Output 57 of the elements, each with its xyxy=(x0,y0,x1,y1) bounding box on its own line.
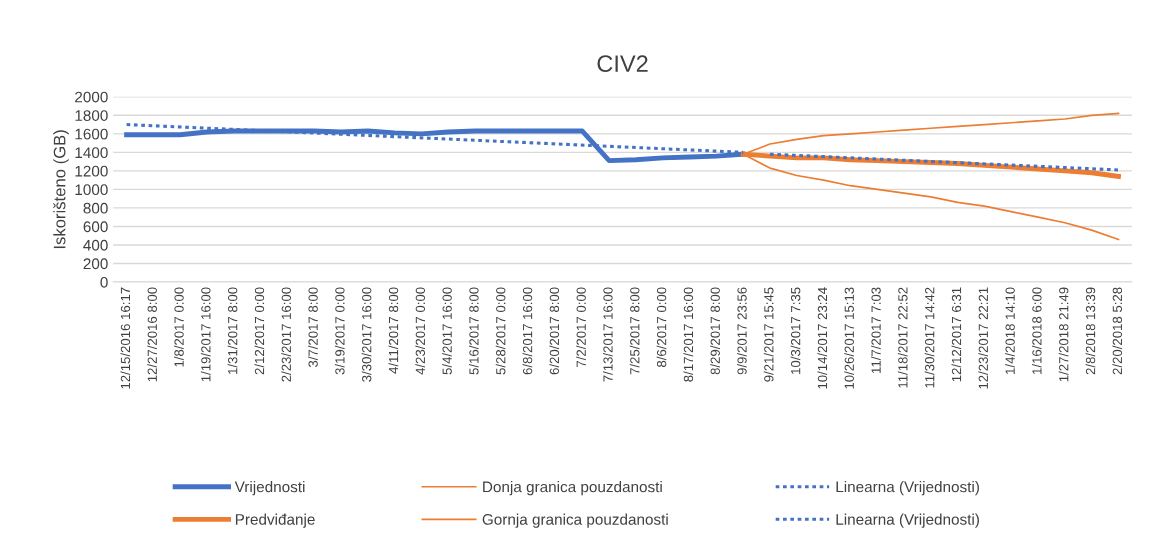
x-tick-label: 3/19/2017 0:00 xyxy=(334,287,345,375)
x-tick-label: 2/12/2017 0:00 xyxy=(254,287,265,375)
x-tick-label: 5/28/2017 0:00 xyxy=(495,287,506,375)
x-tick-label: 4/11/2017 8:00 xyxy=(388,287,399,374)
y-tick-label: 1400 xyxy=(75,147,108,159)
x-tick-label: 2/8/2018 13:39 xyxy=(1085,287,1096,375)
x-tick-label: 10/26/2017 15:13 xyxy=(844,287,854,389)
x-tick-label: 12/12/2017 6:31 xyxy=(951,287,962,382)
x-tick-label: 1/19/2017 16:00 xyxy=(200,287,211,382)
x-tick-label: 1/16/2018 6:00 xyxy=(1031,287,1042,374)
y-tick-label: 2000 xyxy=(75,91,108,103)
x-tick-label: 5/16/2017 8:00 xyxy=(468,287,479,375)
x-tick-label: 11/18/2017 22:52 xyxy=(897,287,908,388)
x-tick-label: 3/30/2017 16:00 xyxy=(361,287,372,382)
x-tick-label: 5/4/2017 16:00 xyxy=(442,287,452,375)
legend-label: Vrijednosti xyxy=(234,481,305,496)
x-tick-label: 7/13/2017 16:00 xyxy=(602,287,613,382)
y-tick-label: 200 xyxy=(83,258,108,270)
x-tick-label: 7/2/2017 0:00 xyxy=(576,287,586,367)
x-tick-label: 1/31/2017 8:00 xyxy=(227,287,238,374)
x-tick-label: 8/29/2017 8:00 xyxy=(710,287,720,375)
y-axis-title: Iskorišteno (GB) xyxy=(53,130,69,249)
x-tick-label: 2/23/2017 16:00 xyxy=(281,287,291,382)
x-tick-label: 4/23/2017 0:00 xyxy=(415,287,426,375)
y-tick-label: 400 xyxy=(83,239,108,251)
x-tick-label: 9/21/2017 15:45 xyxy=(763,287,774,382)
x-tick-label: 8/17/2017 16:00 xyxy=(683,287,694,382)
x-tick-label: 11/30/2017 14:42 xyxy=(924,287,935,388)
x-tick-label: 2/20/2018 5:28 xyxy=(1112,287,1123,375)
legend-label: Gornja granica pouzdanosti xyxy=(482,513,668,528)
x-tick-label: 12/15/2016 16:17 xyxy=(120,287,131,389)
y-tick-label: 0 xyxy=(100,276,108,288)
y-tick-label: 800 xyxy=(83,202,108,214)
legend-label: Linearna (Vrijednosti) xyxy=(836,513,979,528)
x-tick-label: 9/9/2017 23:56 xyxy=(737,287,747,375)
x-tick-label: 1/27/2018 21:49 xyxy=(1058,287,1069,382)
y-tick-label: 1600 xyxy=(75,128,108,140)
legend-label: Donja granica pouzdanosti xyxy=(483,481,662,496)
x-tick-label: 8/6/2017 0:00 xyxy=(656,287,667,368)
x-tick-label: 12/23/2017 22:21 xyxy=(978,287,988,389)
legend-label: Predviđanje xyxy=(235,513,315,528)
y-tick-label: 600 xyxy=(83,221,108,233)
x-tick-label: 11/7/2017 7:03 xyxy=(871,287,881,373)
x-tick-label: 10/3/2017 7:35 xyxy=(790,287,801,374)
x-tick-label: 6/20/2017 8:00 xyxy=(549,287,560,375)
chart-title: CIV2 xyxy=(597,55,648,73)
x-tick-label: 1/4/2018 14:10 xyxy=(1005,287,1015,374)
y-tick-label: 1000 xyxy=(75,184,108,196)
x-tick-label: 1/8/2017 0:00 xyxy=(174,287,184,367)
y-tick-label: 1800 xyxy=(75,110,108,121)
x-tick-label: 7/25/2017 8:00 xyxy=(629,287,640,375)
legend-label: Linearna (Vrijednosti) xyxy=(836,481,979,496)
x-tick-label: 6/8/2017 16:00 xyxy=(522,287,533,375)
x-tick-label: 3/7/2017 8:00 xyxy=(308,287,318,368)
x-tick-label: 10/14/2017 23:24 xyxy=(817,287,828,389)
y-tick-label: 1200 xyxy=(75,165,108,177)
x-tick-label: 12/27/2016 8:00 xyxy=(147,287,157,382)
